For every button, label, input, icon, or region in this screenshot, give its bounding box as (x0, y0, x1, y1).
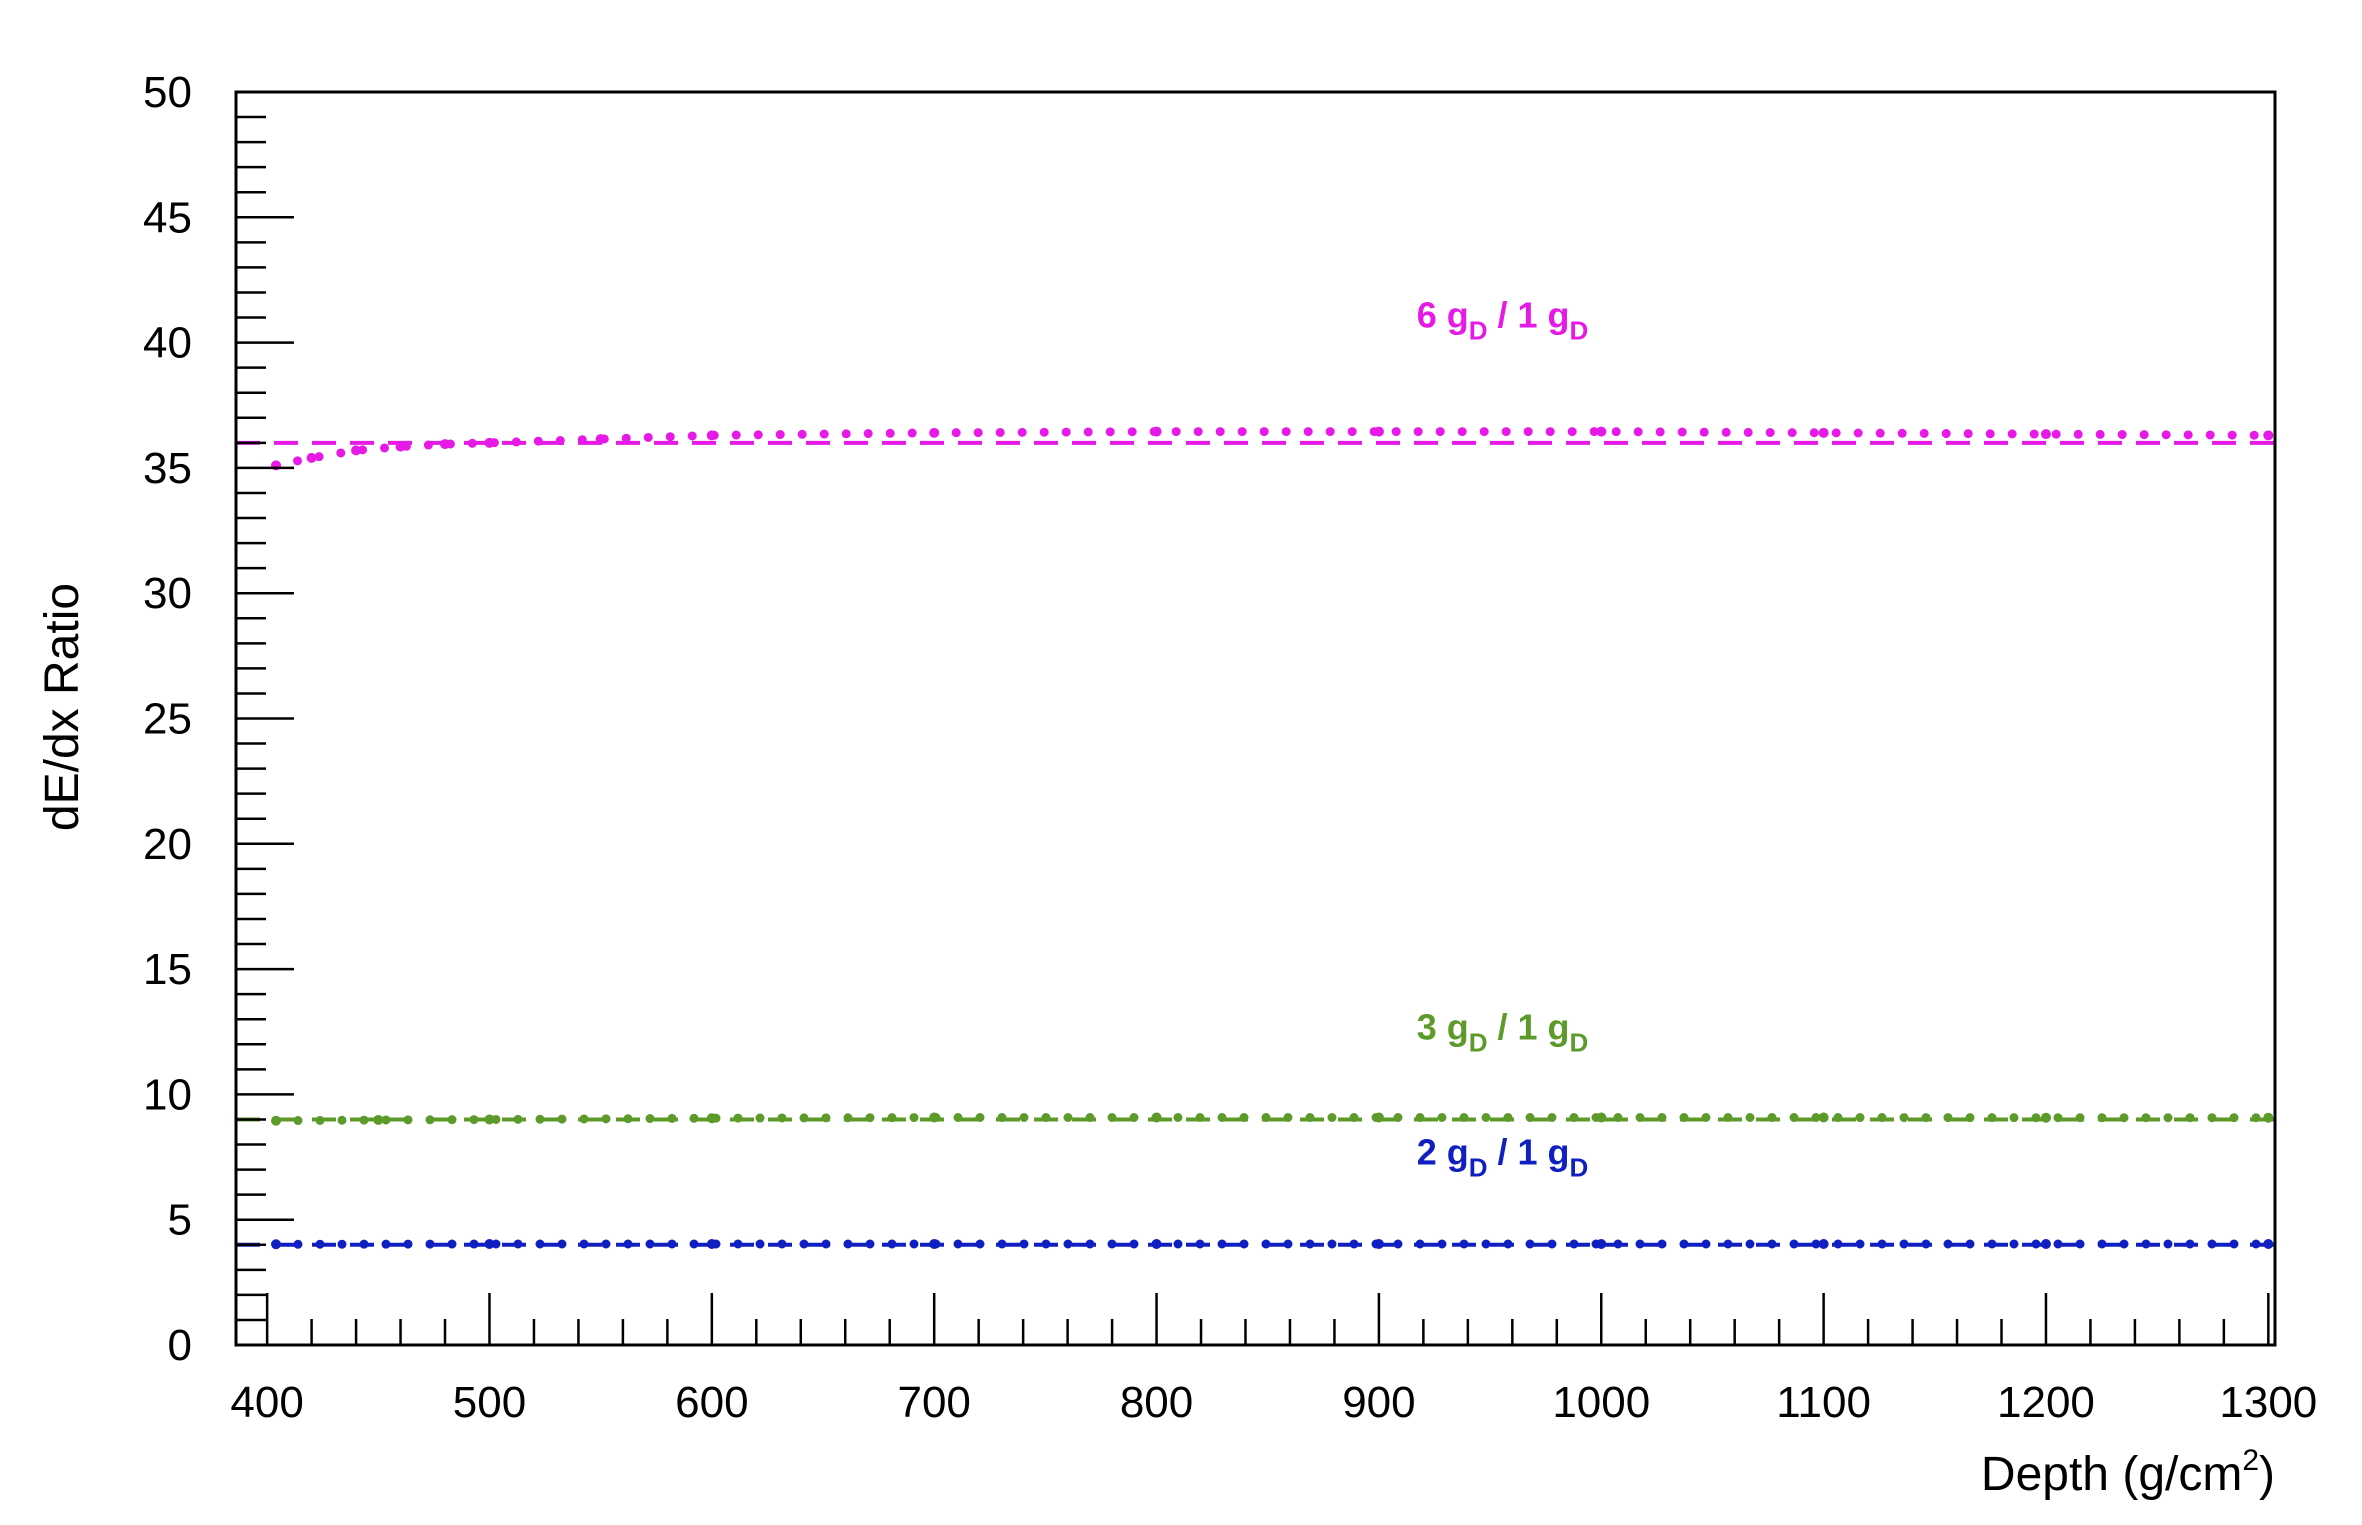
series-1 (236, 426, 2275, 471)
data-point (1818, 1239, 1829, 1250)
x-tick-label: 800 (1120, 1378, 1193, 1427)
data-point (1151, 426, 1162, 437)
series-label-part: / 1 g (1488, 1132, 1570, 1173)
y-tick-label: 10 (143, 1070, 192, 1119)
data-point (595, 434, 606, 445)
data-point (395, 441, 406, 452)
data-point (2040, 1112, 2051, 1123)
y-tick-label: 5 (168, 1196, 192, 1245)
x-axis-title-main: Depth (g/cm (1981, 1448, 2242, 1501)
series-label-part: 3 g (1417, 1006, 1469, 1047)
y-tick-label: 50 (143, 68, 192, 117)
data-point (1596, 1239, 1607, 1250)
data-point (484, 1239, 495, 1250)
x-tick-label: 1300 (2219, 1378, 2317, 1427)
data-point (1818, 1112, 1829, 1123)
y-tick-label: 25 (143, 695, 192, 744)
series-label: 6 gD / 1 gD (1417, 295, 1589, 346)
data-point (1596, 1112, 1607, 1123)
series-label-part: D (1570, 1153, 1589, 1183)
data-point (706, 1239, 717, 1250)
series-label: 3 gD / 1 gD (1417, 1006, 1589, 1057)
y-tick-label: 40 (143, 319, 192, 368)
y-tick-label: 20 (143, 820, 192, 869)
data-point (1596, 426, 1607, 437)
series-label-part: D (1469, 316, 1488, 346)
data-point (2040, 429, 2051, 440)
data-point (1818, 427, 1829, 438)
y-tick-label: 45 (143, 193, 192, 242)
x-tick-label: 1200 (1997, 1378, 2095, 1427)
series-layer (236, 426, 2275, 1250)
data-point (2040, 1239, 2051, 1250)
x-tick-label: 400 (230, 1378, 303, 1427)
data-point (440, 439, 451, 450)
series-label-part: D (1469, 1153, 1488, 1183)
series-label-part: D (1570, 1027, 1589, 1057)
y-axis-title: dE/dx Ratio (36, 583, 89, 831)
data-point (1151, 1112, 1162, 1123)
data-point (306, 452, 317, 463)
data-point (2263, 1239, 2274, 1250)
series-label-part: / 1 g (1488, 295, 1570, 336)
series-label-part: D (1570, 316, 1589, 346)
series-label-part: 2 g (1417, 1132, 1469, 1173)
data-point (1373, 1112, 1384, 1123)
y-tick-label: 0 (168, 1321, 192, 1370)
data-point (484, 437, 495, 448)
labels-layer: 6 gD / 1 gD3 gD / 1 gD2 gD / 1 gD (1417, 295, 1589, 1183)
x-axis-title-superscript: 2 (2242, 1444, 2259, 1477)
y-tick-label: 30 (143, 569, 192, 618)
x-axis-title-end: ) (2259, 1448, 2275, 1501)
data-point (484, 1114, 495, 1125)
data-point (2263, 1112, 2274, 1123)
data-point (271, 1115, 282, 1126)
x-tick-label: 500 (453, 1378, 526, 1427)
data-point (706, 1113, 717, 1124)
data-point (929, 1239, 940, 1250)
x-tick-label: 1100 (1776, 1378, 1871, 1427)
data-point (706, 430, 717, 441)
axes-layer: 0 5 10 15 20 25 30 35 40 45 50 400 500 600 700 800 900 10… (143, 68, 2317, 1427)
data-point (271, 1239, 282, 1250)
series-3 (236, 1239, 2275, 1250)
data-point (373, 1114, 384, 1125)
data-point (1373, 1239, 1384, 1250)
data-point (929, 427, 940, 438)
data-point (1373, 426, 1384, 437)
x-tick-label: 600 (675, 1378, 748, 1427)
x-tick-label: 700 (897, 1378, 970, 1427)
series-2 (236, 1112, 2275, 1126)
y-tick-label: 35 (143, 444, 192, 493)
y-tick-label: 15 (143, 945, 192, 994)
series-label-part: D (1469, 1027, 1488, 1057)
series-label: 2 gD / 1 gD (1417, 1132, 1589, 1183)
data-point (1151, 1239, 1162, 1250)
series-label-part: 6 g (1417, 295, 1469, 336)
x-axis-title: Depth (g/cm2) (1981, 1444, 2275, 1501)
x-tick-label: 900 (1342, 1378, 1415, 1427)
x-tick-label: 1000 (1552, 1378, 1650, 1427)
data-point (2263, 430, 2274, 441)
series-label-part: / 1 g (1488, 1006, 1570, 1047)
data-point (351, 445, 362, 456)
data-point (929, 1112, 940, 1123)
